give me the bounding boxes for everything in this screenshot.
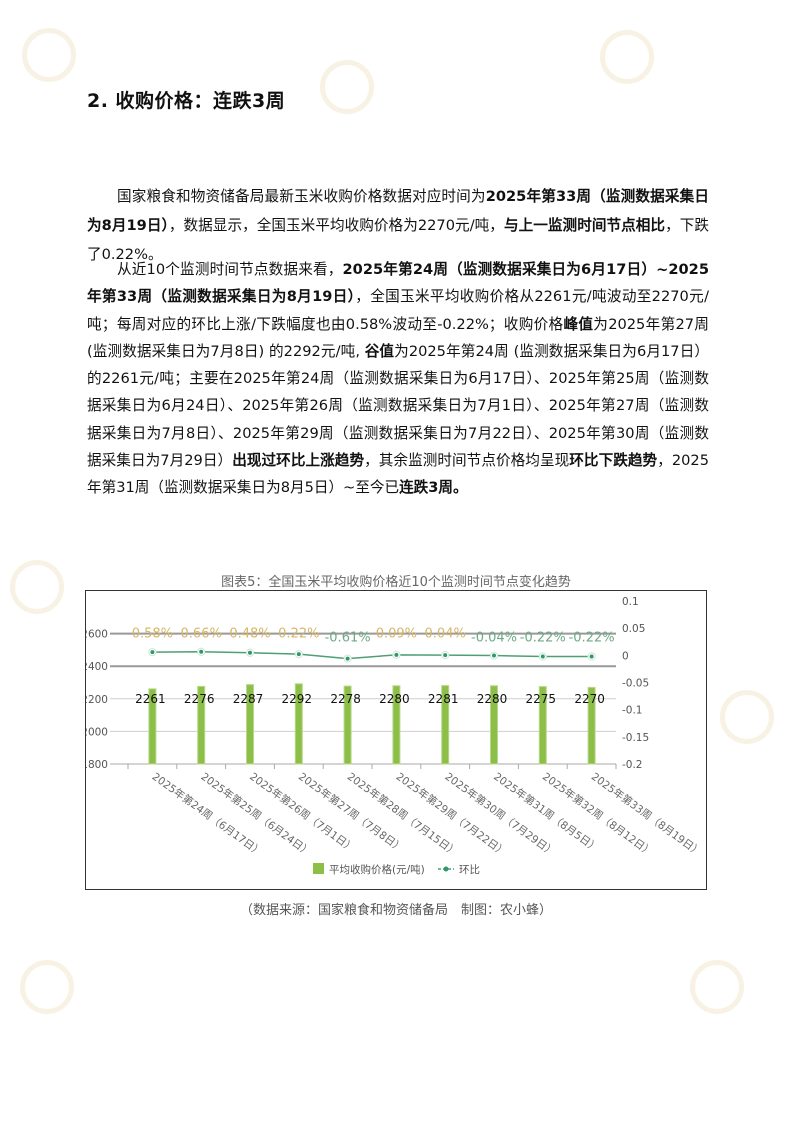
bold-text: 连跌3周。 (399, 479, 468, 497)
line-point-center (248, 650, 252, 655)
bar-value-label: 2276 (184, 692, 215, 706)
text-run: ，2025年第31周（监测数据采集日为8月5日）~至今已 (87, 452, 709, 497)
bar-value-label: 2292 (282, 692, 313, 706)
chart: 1800 2000 2200 2400 2600 0.1 0.05 0 -0.05 -0.1 -0.… (85, 590, 707, 890)
line-value-label: -0.04% (471, 631, 517, 646)
bar (294, 683, 303, 765)
watermark-logo (20, 960, 74, 1014)
left-axis-tick-label: 2200 (86, 694, 108, 706)
bar-value-label: 2280 (379, 692, 410, 706)
text-run: ，其余监测时间节点价格均呈现 (364, 452, 570, 470)
bar (538, 686, 547, 765)
line-point-center (394, 652, 399, 657)
left-axis-tick-label: 1800 (86, 759, 108, 771)
watermark-logo (600, 30, 654, 84)
text-run: 为2025年第24周 (监测数据采集日为6月17日）的2261元/吨；主要在20… (87, 342, 709, 470)
right-axis-tick-label: -0.1 (622, 705, 643, 717)
bar (392, 685, 401, 765)
bar (441, 685, 450, 765)
bold-text: 出现过环比上涨趋势 (232, 452, 365, 470)
bar-value-label: 2281 (428, 692, 459, 706)
text-run: 从近10个监测时间节点数据来看， (117, 261, 343, 278)
text-run: 为2025年第27周 (监测数据采集日为7月8日) 的2292元/吨, (87, 315, 709, 360)
bold-text: 2025年第24周（监测数据采集日为6月17日）~2025年第33周（监测数据采… (87, 261, 709, 306)
line-point-center (296, 652, 301, 657)
text-run: 国家粮食和物资储备局最新玉米收购价格数据对应时间为 (117, 188, 486, 205)
line-value-label: -0.22% (520, 631, 566, 646)
text-run: ，下跌了0.22%。 (87, 217, 709, 263)
bar (343, 685, 352, 765)
watermark-logo (720, 690, 774, 744)
bar-value-label: 2261 (135, 692, 166, 706)
bold-text: 峰值 (563, 315, 594, 333)
left-axis-tick-label: 2600 (86, 629, 108, 641)
line-value-label: 0.04% (425, 627, 466, 642)
bar-value-label: 2280 (477, 692, 508, 706)
bar (246, 684, 254, 765)
line-point-center (345, 656, 350, 661)
text-run: ，全国玉米平均收购价格从2261元/吨波动至2270元/吨；每周对应的环比上涨/… (87, 288, 709, 333)
bar-value-label: 2278 (330, 692, 361, 706)
line-value-label: 0.22% (278, 627, 319, 642)
right-axis-tick-label: -0.05 (622, 678, 649, 690)
watermark-logo (22, 28, 76, 82)
line-series (152, 650, 592, 660)
bar (148, 688, 157, 765)
right-axis-tick-label: -0.15 (622, 732, 649, 744)
bold-text: 2025年第33周（监测数据采集日为8月19日） (87, 188, 709, 234)
paragraph-1: 国家粮食和物资储备局最新玉米收购价格数据对应时间为2025年第33周（监测数据采… (87, 182, 709, 269)
bar (587, 686, 596, 765)
line-value-label: 0.09% (376, 627, 417, 642)
line-value-label: -0.22% (569, 631, 615, 646)
legend-line-label: 环比 (459, 863, 480, 876)
right-axis-tick-label: -0.2 (622, 759, 643, 771)
bar (197, 685, 206, 765)
left-axis-tick-label: 2400 (86, 661, 108, 673)
watermark-logo (10, 560, 64, 614)
section-heading: 2. 收购价格：连跌3周 (87, 90, 286, 112)
line-point-center (443, 653, 448, 658)
bar-value-label: 2275 (526, 692, 557, 706)
bold-text: 环比下跌趋势 (569, 452, 658, 470)
right-axis-tick-label: 0.05 (622, 623, 645, 635)
line-value-label: 0.48% (229, 627, 270, 642)
chart-svg: 1800 2000 2200 2400 2600 0.1 0.05 0 -0.05 -0.1 -0.… (86, 596, 705, 876)
bold-text: 与上一监测时间节点相比 (503, 217, 666, 234)
chart-title: 图表5：全国玉米平均收购价格近10个监测时间节点变化趋势 (221, 575, 571, 590)
watermark-logo (690, 960, 744, 1014)
line-value-label: 0.58% (132, 627, 173, 642)
line-point-center (492, 653, 496, 658)
bar (490, 685, 498, 765)
right-axis-tick-label: 0 (622, 650, 629, 662)
right-axis-tick-label: 0.1 (622, 596, 639, 608)
legend-bar-swatch (313, 863, 324, 874)
paragraph-2: 从近10个监测时间节点数据来看，2025年第24周（监测数据采集日为6月17日）… (87, 256, 709, 502)
line-value-label: 0.66% (181, 627, 222, 642)
line-point-center (589, 654, 594, 659)
line-point-center (150, 650, 155, 655)
left-axis-tick-label: 2000 (86, 726, 108, 738)
legend-bar-label: 平均收购价格(元/吨) (329, 863, 425, 876)
legend-line-marker (443, 866, 449, 872)
bold-text: 谷值 (364, 342, 395, 360)
bar-value-label: 2270 (574, 692, 605, 706)
watermark-logo (320, 60, 374, 114)
bar-value-label: 2287 (233, 692, 264, 706)
line-value-label: -0.61% (325, 631, 371, 646)
line-point-center (540, 654, 545, 659)
chart-caption: （数据来源：国家粮食和物资储备局 制图：农小蜂） (239, 903, 552, 918)
text-run: ，数据显示，全国玉米平均收购价格为2270元/吨， (168, 217, 504, 234)
line-point-center (199, 649, 204, 654)
